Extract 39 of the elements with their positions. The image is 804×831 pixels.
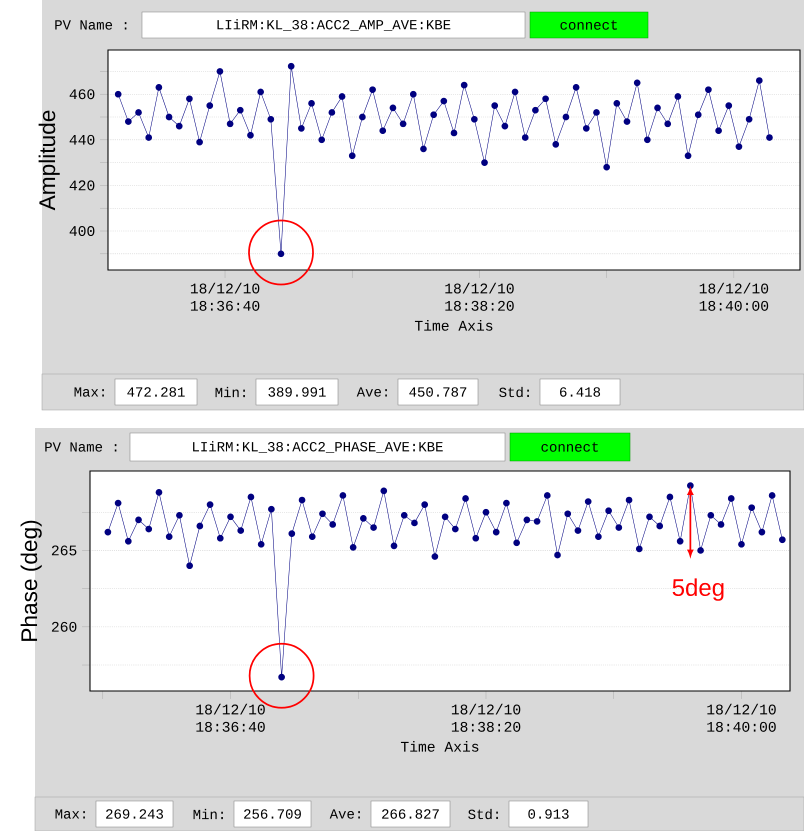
x-axis-title: Time Axis [414,320,492,331]
text: Std: [468,808,498,820]
x-tick-label: 18/12/10 18:38:20 [445,282,514,311]
text: Min: [194,808,223,820]
text: Std: [499,386,529,398]
chart-title: LIiRM:KL_38:ACC2_AMP_AVE:KBE [217,19,450,31]
x-tick-label: 18/12/10 18:40:00 [700,282,768,311]
y-tick-label: 440 [70,134,94,145]
text: 6.418 [560,387,600,397]
x-tick-label: 18/12/10 18:36:40 [190,282,260,311]
text: Ave: [356,387,387,397]
x-tick-label: 18/12/10 18:40:00 [707,704,776,732]
text: 389.991 [268,387,326,397]
text: 450.787 [409,387,466,397]
text: Max: [74,387,104,397]
y-tick-label: 460 [70,89,94,100]
annotation: 5deg [672,578,724,601]
x-axis-title: Time Axis [400,740,478,752]
y-axis-title: Amplitude [38,110,60,210]
text: connect [541,442,598,452]
text: PV Name : [45,442,116,452]
text: Ave: [330,809,360,819]
y-tick-label: 265 [52,545,76,556]
y-tick-label: 400 [70,226,94,236]
text: PV Name : [55,20,126,30]
text: 266.827 [382,809,439,819]
x-tick-label: 18/12/10 18:38:20 [452,704,520,732]
text: 0.913 [528,809,569,819]
y-tick-label: 260 [52,622,76,632]
text: 256.709 [244,809,301,819]
x-tick-label: 18/12/10 18:36:40 [196,704,265,732]
text: Min: [216,386,245,398]
y-axis-title: Phase (deg) [20,520,42,641]
y-tick-label: 420 [70,180,94,190]
text: connect [560,20,617,30]
chart-title: LIiRM:KL_38:ACC2_PHASE_AVE:KBE [193,441,443,453]
text: 472.281 [127,387,185,397]
text: Max: [56,809,85,819]
text: 269.243 [106,809,164,819]
